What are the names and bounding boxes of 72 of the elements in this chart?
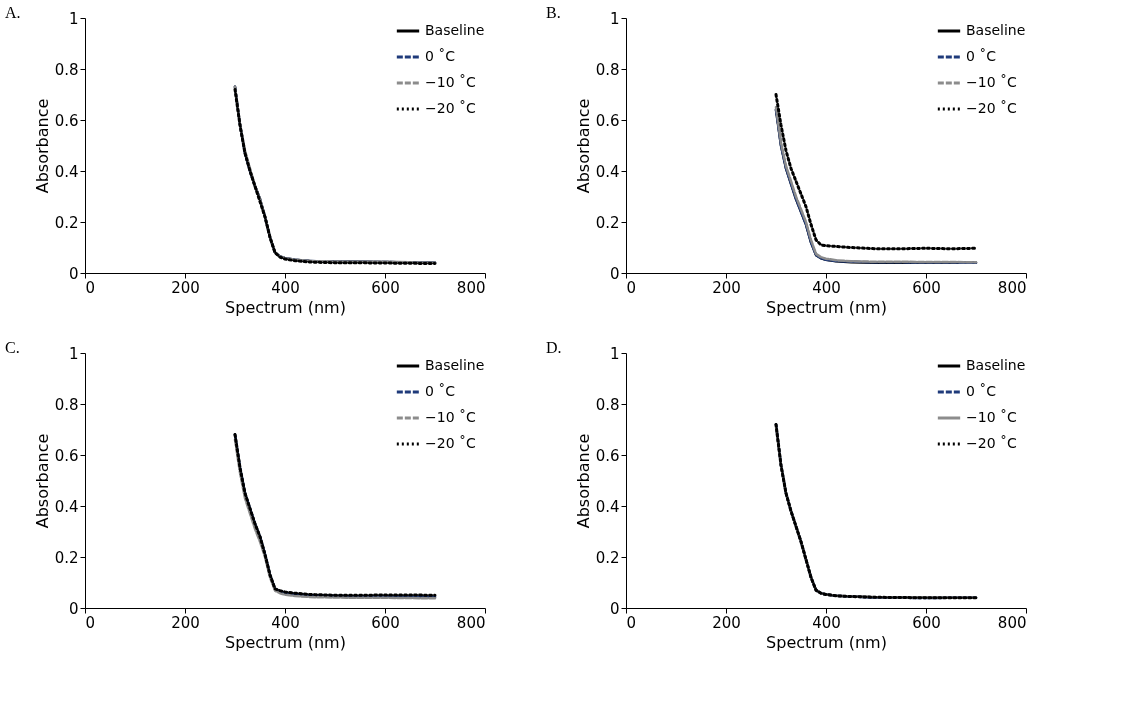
y-tick-label: 0.4 (595, 162, 620, 181)
x-tick-label: 600 (371, 613, 400, 632)
legend-label: 0 ˚C (966, 383, 997, 399)
legend-label: −10 ˚C (966, 74, 1017, 90)
y-axis-title: Absorbance (32, 433, 52, 529)
y-tick-label: 1 (609, 9, 620, 28)
y-tick-label: 0 (609, 264, 620, 283)
x-tick-label: 800 (456, 613, 486, 632)
y-tick-label: 0.8 (54, 60, 79, 79)
y-tick-label: 0.2 (595, 213, 620, 232)
x-tick-label: 0 (85, 278, 96, 297)
chart-title: D. (546, 339, 562, 356)
legend-label: 0 ˚C (966, 48, 997, 64)
y-tick-label: 0.2 (54, 548, 79, 567)
x-tick-label: 400 (271, 278, 300, 297)
x-tick-label: 800 (456, 278, 486, 297)
legend-label: −20 ˚C (966, 100, 1017, 116)
y-tick-label: 0.8 (595, 60, 620, 79)
y-tick-label: 0.2 (595, 548, 620, 567)
legend-label: −10 ˚C (425, 409, 476, 425)
y-tick-label: 0 (609, 599, 620, 618)
chart-title: A. (5, 4, 21, 21)
y-axis-title: Absorbance (32, 98, 52, 194)
x-tick-label: 400 (812, 278, 841, 297)
y-tick-label: 0 (68, 264, 79, 283)
y-tick-label: 0.4 (54, 497, 79, 516)
y-axis-title: Absorbance (573, 98, 593, 194)
y-tick-label: 0.4 (595, 497, 620, 516)
x-tick-label: 800 (997, 613, 1027, 632)
legend-label: Baseline (425, 357, 485, 373)
x-axis-title: Spectrum (nm) (225, 297, 346, 317)
y-tick-label: 0.6 (54, 111, 79, 130)
x-tick-label: 0 (626, 613, 637, 632)
x-tick-label: 200 (712, 278, 741, 297)
x-axis-title: Spectrum (nm) (766, 297, 887, 317)
x-tick-label: 600 (912, 613, 941, 632)
legend-label: Baseline (425, 22, 485, 38)
x-tick-label: 0 (626, 278, 637, 297)
chart-title: C. (5, 339, 20, 356)
x-tick-label: 400 (271, 613, 300, 632)
legend-label: −20 ˚C (966, 435, 1017, 451)
y-tick-label: 0.4 (54, 162, 79, 181)
y-tick-label: 1 (609, 344, 620, 363)
legend-label: −10 ˚C (966, 409, 1017, 425)
x-tick-label: 800 (997, 278, 1027, 297)
x-tick-label: 200 (712, 613, 741, 632)
x-tick-label: 200 (171, 278, 200, 297)
y-tick-label: 0 (68, 599, 79, 618)
y-tick-label: 0.6 (595, 446, 620, 465)
chart-title: B. (546, 4, 561, 21)
x-axis-title: Spectrum (nm) (766, 632, 887, 652)
y-axis-title: Absorbance (573, 433, 593, 529)
legend-label: 0 ˚C (425, 383, 456, 399)
y-tick-label: 0.6 (595, 111, 620, 130)
y-tick-label: 1 (68, 9, 79, 28)
y-tick-label: 0.6 (54, 446, 79, 465)
x-tick-label: 200 (171, 613, 200, 632)
x-tick-label: 600 (912, 278, 941, 297)
y-tick-label: 0.2 (54, 213, 79, 232)
y-tick-label: 1 (68, 344, 79, 363)
legend-label: Baseline (966, 357, 1026, 373)
legend-label: −20 ˚C (425, 100, 476, 116)
x-tick-label: 0 (85, 613, 96, 632)
y-tick-label: 0.8 (595, 395, 620, 414)
legend-label: −20 ˚C (425, 435, 476, 451)
x-tick-label: 400 (812, 613, 841, 632)
x-tick-label: 600 (371, 278, 400, 297)
legend-label: 0 ˚C (425, 48, 456, 64)
y-tick-label: 0.8 (54, 395, 79, 414)
x-axis-title: Spectrum (nm) (225, 632, 346, 652)
legend-label: −10 ˚C (425, 74, 476, 90)
legend-label: Baseline (966, 22, 1026, 38)
